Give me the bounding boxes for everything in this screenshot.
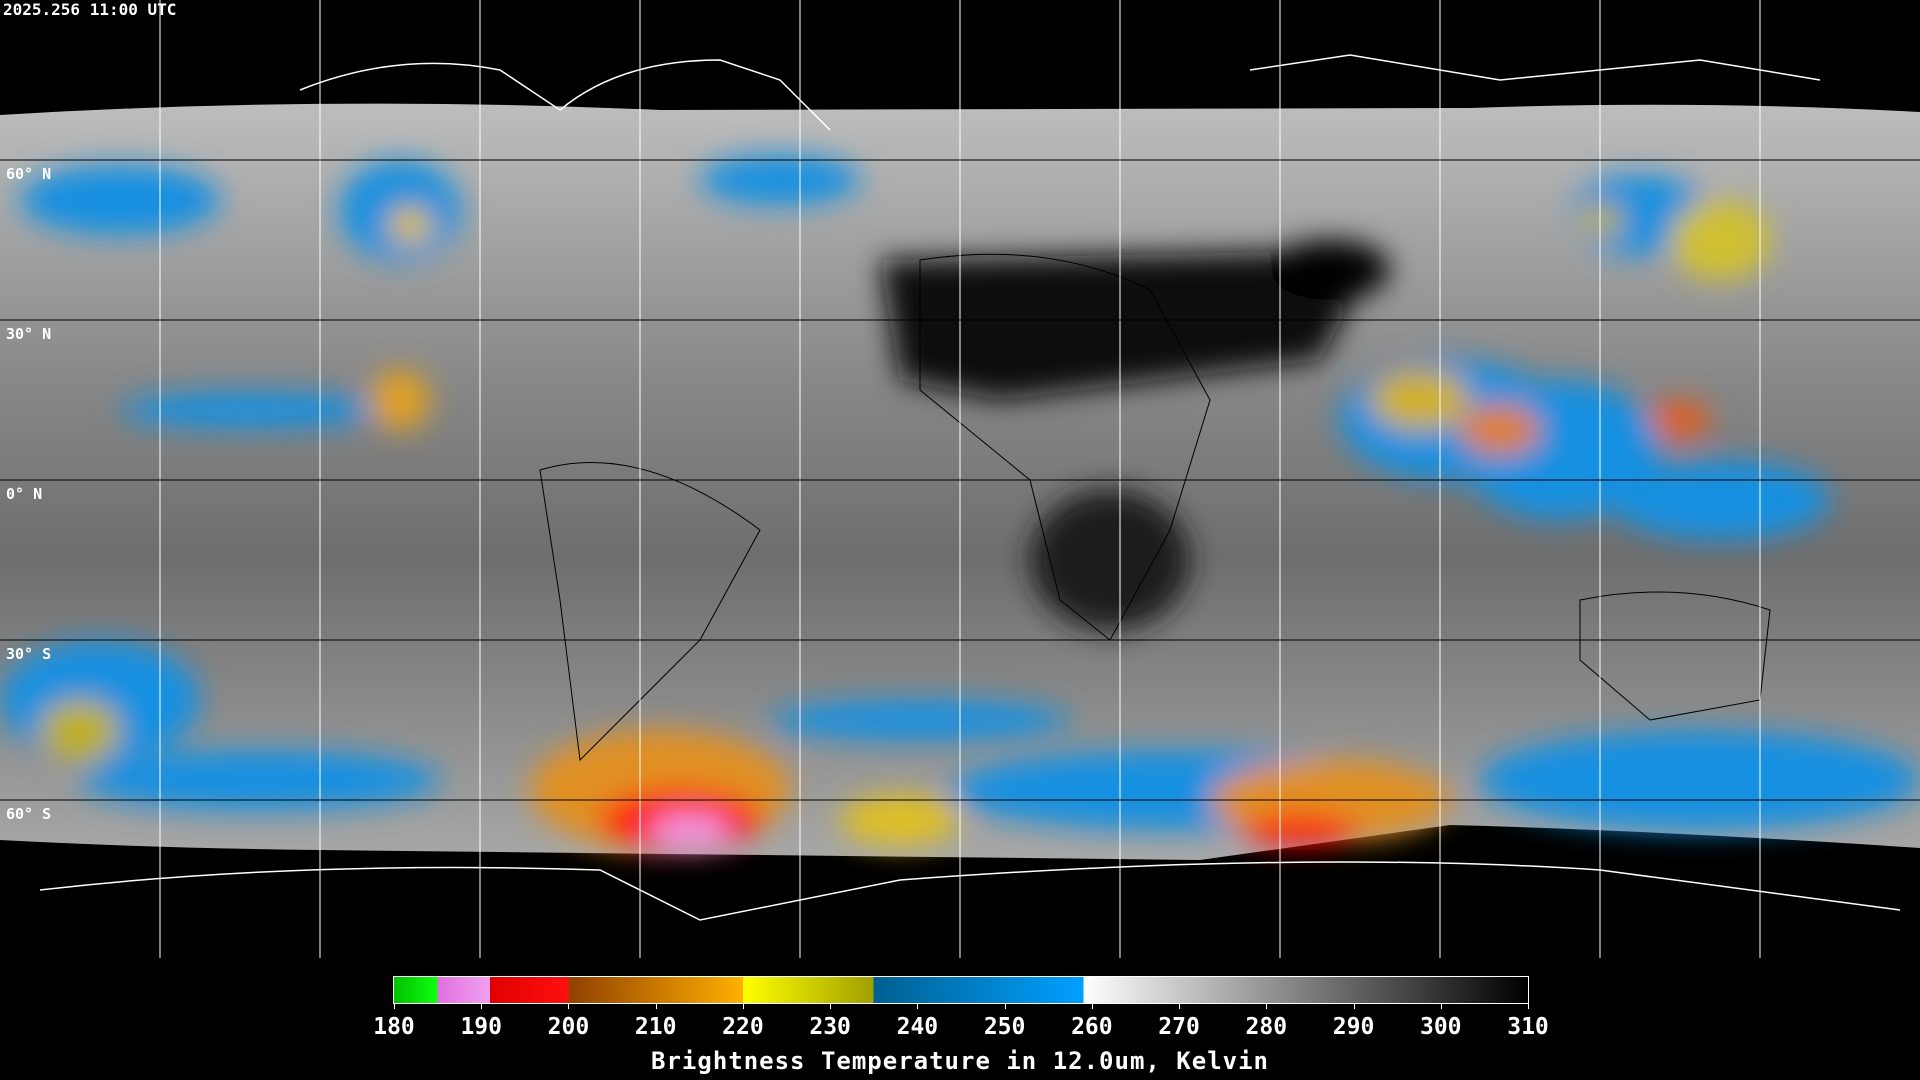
- timestamp: 2025.256 11:00 UTC: [3, 0, 177, 19]
- colorbar-tick-mark: [655, 1003, 657, 1009]
- latitude-label: 30° N: [6, 325, 51, 343]
- latitude-label: 60° N: [6, 165, 51, 183]
- colorbar-tick-label: 300: [1419, 1014, 1462, 1040]
- colorbar-tick-mark: [742, 1003, 744, 1009]
- colorbar-tick-label: 190: [460, 1014, 502, 1040]
- colorbar-tick-label: 280: [1245, 1014, 1288, 1040]
- colorbar-tick-label: 180: [373, 1014, 415, 1040]
- colorbar-tick-mark: [1091, 1003, 1093, 1009]
- latitude-label: 0° N: [6, 485, 42, 503]
- colorbar-tick-label: 270: [1158, 1014, 1200, 1040]
- latitude-label: 30° S: [6, 645, 51, 663]
- colorbar-tick-label: 310: [1507, 1014, 1549, 1040]
- colorbar-tick-mark: [394, 1003, 395, 1009]
- colorbar-label: Brightness Temperature in 12.0um, Kelvin: [651, 1047, 1269, 1075]
- colorbar-tick-mark: [917, 1003, 919, 1009]
- colorbar-tick-label: 290: [1332, 1014, 1375, 1040]
- colorbar-tick-label: 230: [809, 1014, 851, 1040]
- colorbar-tick-mark: [568, 1003, 570, 1009]
- colorbar-tick-mark: [1528, 1003, 1529, 1009]
- colorbar-tick-label: 200: [547, 1014, 590, 1040]
- graticule: 60° N 30° N 0° N 30° S 60° S: [6, 0, 1761, 958]
- colorbar-tick-label: 260: [1071, 1014, 1113, 1040]
- coastlines: [39, 54, 1901, 921]
- colorbar-tick-mark: [1004, 1003, 1006, 1009]
- colorbar: [393, 976, 1529, 1004]
- colorbar-tick-label: 210: [634, 1014, 677, 1040]
- colorbar-tick-mark: [830, 1003, 832, 1009]
- colorbar-tick-mark: [1440, 1003, 1442, 1009]
- colorbar-tick-mark: [481, 1003, 483, 1009]
- latitude-label: 60° S: [6, 805, 51, 823]
- colorbar-tick-mark: [1179, 1003, 1181, 1009]
- map: 60° N 30° N 0° N 30° S 60° S: [0, 0, 1920, 960]
- colorbar-tick-label: 220: [722, 1014, 764, 1040]
- colorbar-tick-mark: [1266, 1003, 1268, 1009]
- colorbar-tick-label: 240: [896, 1014, 939, 1040]
- colorbar-tick-mark: [1353, 1003, 1355, 1009]
- colorbar-tick-label: 250: [983, 1014, 1026, 1040]
